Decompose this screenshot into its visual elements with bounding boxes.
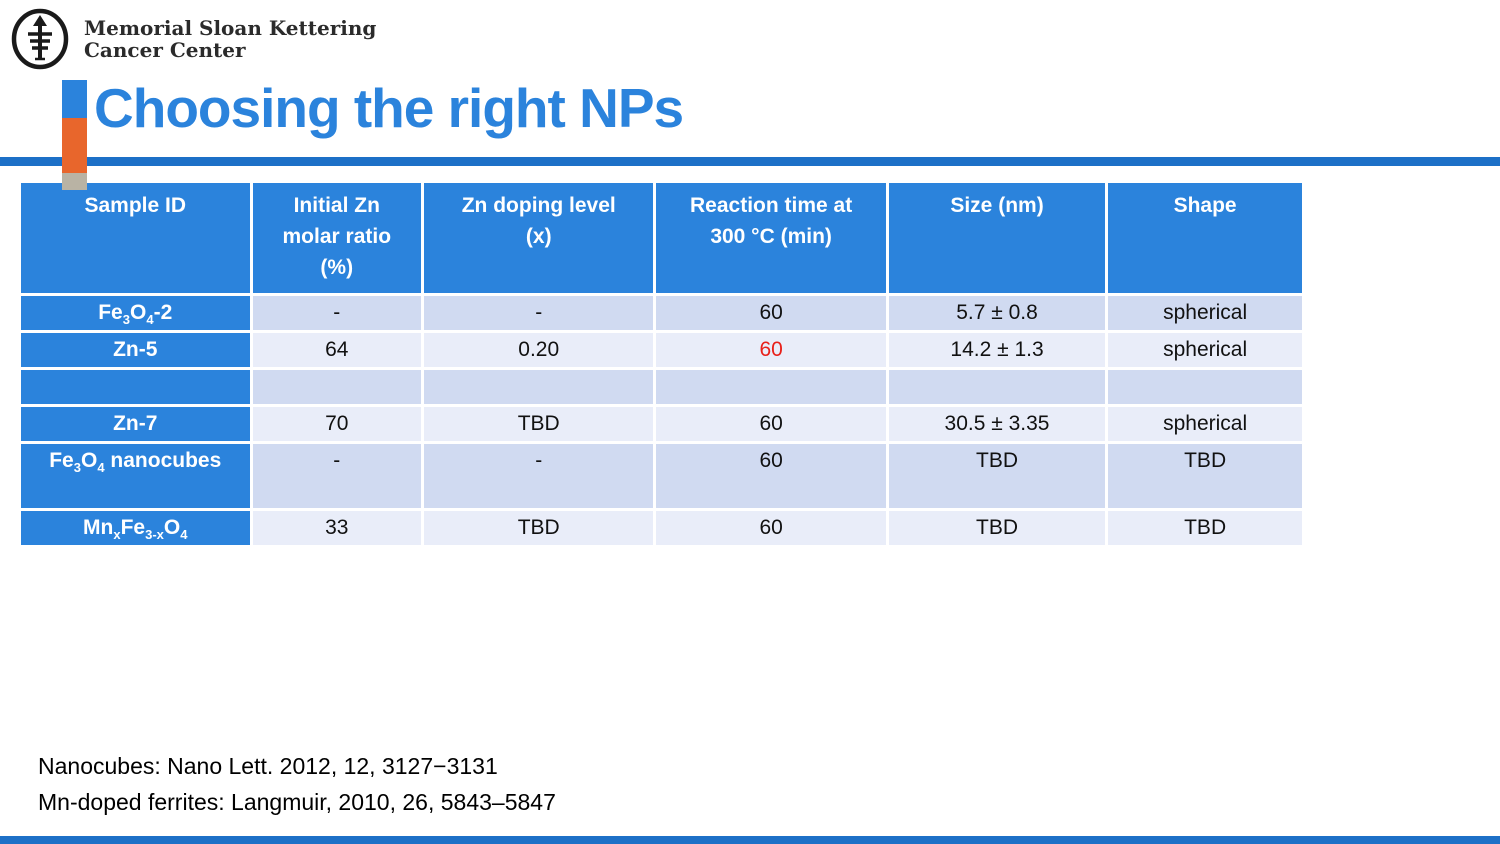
footnote-mn-ferrites: Mn-doped ferrites: Langmuir, 2010, 26, 5… [38, 789, 556, 815]
table-row [18, 367, 1305, 407]
doping-level-cell: 0.20 [421, 330, 657, 370]
doping-level-cell: - [421, 441, 657, 511]
reaction-time-cell: 60 [653, 441, 889, 511]
shape-cell [1105, 367, 1305, 407]
accent-orange-square [62, 118, 87, 173]
header-row: Sample ID Initial Zn molar ratio (%) Zn dopi… [18, 180, 1305, 296]
msk-logo-line1: Memorial Sloan Kettering [84, 16, 377, 40]
shape-cell: TBD [1105, 508, 1305, 548]
column-header: Shape [1105, 180, 1305, 296]
np-table-header: Sample ID Initial Zn molar ratio (%) Zn dopi… [18, 180, 1305, 296]
doping-level-cell: TBD [421, 508, 657, 548]
initial-zn-cell: 70 [249, 404, 425, 444]
msk-logo-text: Memorial Sloan Kettering Cancer Center [84, 17, 376, 61]
table-row: Zn-5 64 0.20 60 14.2 ± 1.3 spherical [18, 330, 1305, 370]
sample-id-cell: MnxFe3-xO4 [18, 508, 253, 548]
column-header-line: 300 °C (min) [710, 225, 832, 248]
initial-zn-cell [249, 367, 425, 407]
sample-id-cell: Fe3O4 nanocubes [18, 441, 253, 511]
column-header-line: Zn doping level [461, 194, 616, 217]
initial-zn-cell: 33 [249, 508, 425, 548]
initial-zn-cell: 64 [249, 330, 425, 370]
sample-id-cell: Zn-7 [18, 404, 253, 444]
footnote-nanocubes: Nanocubes: Nano Lett. 2012, 12, 3127−313… [38, 753, 498, 779]
column-header: Reaction time at 300 °C (min) [653, 180, 889, 296]
column-header: Size (nm) [885, 180, 1109, 296]
sample-id-cell: Zn-5 [18, 330, 253, 370]
doping-level-cell [421, 367, 657, 407]
msk-tree-icon [11, 8, 69, 70]
accent-gray-square [62, 173, 87, 190]
sample-id-cell: Fe3O4-2 [18, 293, 253, 333]
shape-cell: spherical [1105, 330, 1305, 370]
np-table: Sample ID Initial Zn molar ratio (%) Zn dopi… [18, 180, 1305, 548]
np-table-body: Fe3O4-2- -60 5.7 ± 0.8 spherical Zn-5 64 0.20 6… [18, 293, 1305, 548]
size-cell: 30.5 ± 3.35 [885, 404, 1109, 444]
column-header-line: Sample ID [84, 194, 187, 217]
column-header: Zn doping level (x) [421, 180, 657, 296]
msk-logo-line2: Cancer Center [84, 38, 246, 62]
reaction-time-cell: 60 [653, 330, 889, 370]
column-header-line: Shape [1173, 194, 1237, 217]
column-header-line: Size (nm) [950, 194, 1044, 217]
table-row: MnxFe3-xO4 33 TBD 60 TBD TBD [18, 508, 1305, 548]
title-rule [0, 157, 1500, 166]
footnotes: Nanocubes: Nano Lett. 2012, 12, 3127−313… [38, 748, 556, 820]
page-title: Choosing the right NPs [94, 77, 684, 139]
bottom-bar [0, 836, 1500, 844]
table-row: Fe3O4 nanocubes - -60 TBD TBD [18, 441, 1305, 511]
size-cell [885, 367, 1109, 407]
size-cell: TBD [885, 508, 1109, 548]
reaction-time-cell: 60 [653, 293, 889, 333]
table-row: Fe3O4-2- -60 5.7 ± 0.8 spherical [18, 293, 1305, 333]
accent-blue-square [62, 80, 87, 118]
size-cell: 5.7 ± 0.8 [885, 293, 1109, 333]
column-header-line: molar ratio [282, 225, 392, 248]
initial-zn-cell: - [249, 441, 425, 511]
sample-id-cell [18, 367, 253, 407]
table-row: Zn-7 70 TBD 60 30.5 ± 3.35 spherical [18, 404, 1305, 444]
shape-cell: TBD [1105, 441, 1305, 511]
np-table-wrap: Sample ID Initial Zn molar ratio (%) Zn dopi… [18, 180, 1305, 548]
reaction-time-cell [653, 367, 889, 407]
size-cell: 14.2 ± 1.3 [885, 330, 1109, 370]
doping-level-cell: - [421, 293, 657, 333]
doping-level-cell: TBD [421, 404, 657, 444]
shape-cell: spherical [1105, 293, 1305, 333]
column-header-line: (%) [320, 256, 354, 279]
reaction-time-cell: 60 [653, 508, 889, 548]
reaction-time-cell: 60 [653, 404, 889, 444]
initial-zn-cell: - [249, 293, 425, 333]
column-header-line: Initial Zn [293, 194, 380, 217]
msk-logo: Memorial Sloan Kettering Cancer Center [10, 8, 376, 70]
column-header: Sample ID [18, 180, 253, 296]
column-header: Initial Zn molar ratio (%) [249, 180, 425, 296]
column-header-line: Reaction time at [690, 194, 853, 217]
shape-cell: spherical [1105, 404, 1305, 444]
size-cell: TBD [885, 441, 1109, 511]
column-header-line: (x) [525, 225, 552, 248]
